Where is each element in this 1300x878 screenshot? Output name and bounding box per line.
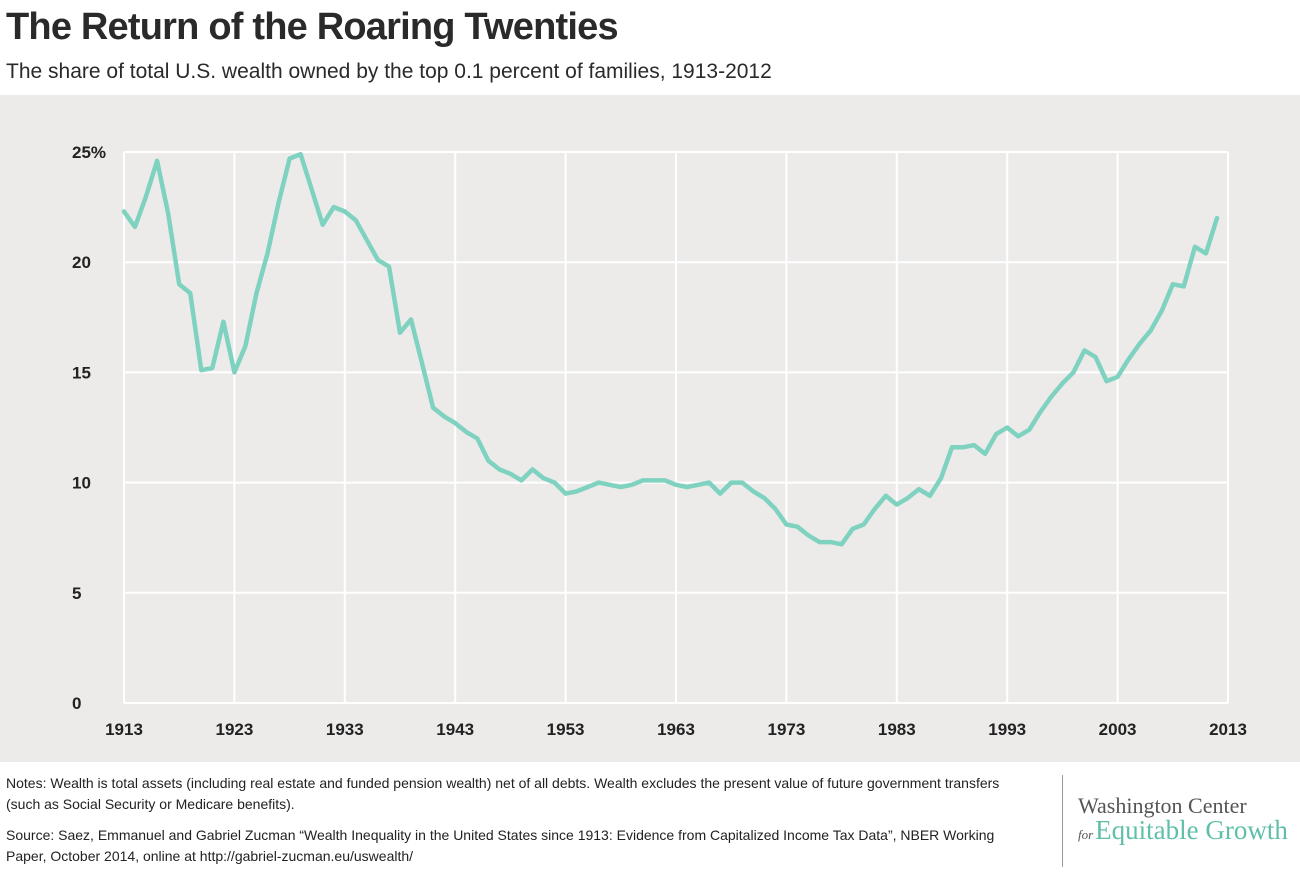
x-tick-label-2003: 2003	[1099, 720, 1137, 739]
y-tick-label-10: 10	[72, 474, 91, 493]
x-tick-label-1983: 1983	[878, 720, 916, 739]
y-tick-label-5: 5	[72, 584, 81, 603]
logo-for-text: for	[1078, 827, 1094, 842]
logo-equitable-growth: Equitable Growth	[1095, 815, 1288, 845]
chart-panel: 0 5 10 15 20 25% 1913 1923 1933 1943 1953 1963 1973 1…	[0, 95, 1300, 762]
x-tick-label-2013: 2013	[1209, 720, 1247, 739]
x-tick-label-1953: 1953	[547, 720, 585, 739]
y-tick-label-25: 25%	[72, 143, 106, 162]
chart-subtitle: The share of total U.S. wealth owned by …	[6, 60, 772, 83]
y-tick-label-0: 0	[72, 694, 81, 713]
x-tick-label-1933: 1933	[326, 720, 364, 739]
x-tick-label-1943: 1943	[436, 720, 474, 739]
x-tick-label-1913: 1913	[105, 720, 143, 739]
chart-notes: Notes: Wealth is total assets (including…	[6, 775, 1000, 812]
line-chart: 0 5 10 15 20 25% 1913 1923 1933 1943 1953 1963 1973 1…	[72, 143, 1247, 739]
chart-title: The Return of the Roaring Twenties	[6, 6, 619, 48]
grid-lines	[123, 151, 1229, 704]
x-tick-label-1993: 1993	[988, 720, 1026, 739]
series-line-0	[121, 151, 1220, 547]
series-layer	[121, 151, 1220, 547]
logo-text-line2: forEquitable Growth	[1078, 815, 1288, 846]
y-tick-label-15: 15	[72, 363, 91, 382]
x-tick-label-1973: 1973	[767, 720, 805, 739]
x-tick-label-1963: 1963	[657, 720, 695, 739]
y-tick-label-20: 20	[72, 253, 91, 272]
logo-text-line1: Washington Center	[1078, 793, 1247, 818]
axes: 0 5 10 15 20 25% 1913 1923 1933 1943 1953 1963 1973 1…	[72, 143, 1247, 739]
chart-source: Source: Saez, Emmanuel and Gabriel Zucma…	[6, 827, 995, 864]
x-tick-label-1923: 1923	[215, 720, 253, 739]
logo-divider	[1062, 775, 1063, 867]
